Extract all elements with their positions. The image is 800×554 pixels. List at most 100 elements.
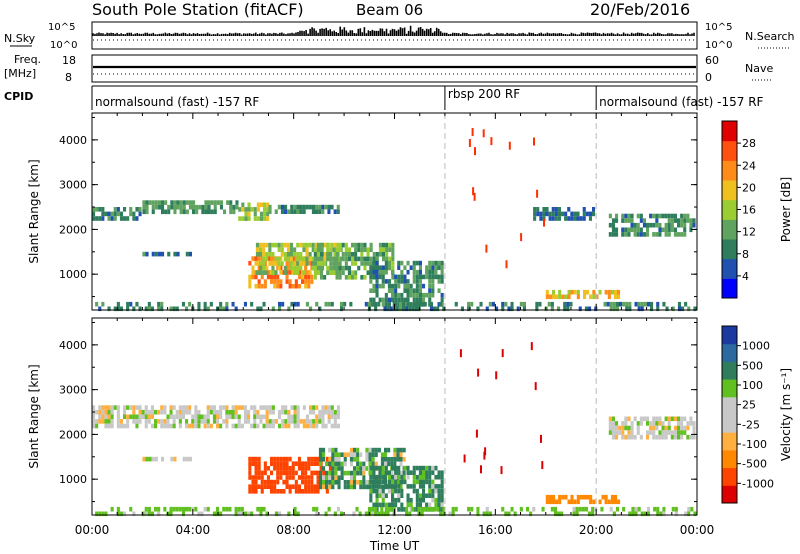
echo-cell [428,274,432,280]
echo-cell [440,297,444,303]
echo-cell [561,294,565,300]
echo-cell [543,218,545,227]
echo-cell [477,368,480,377]
echo-cell [406,260,410,266]
echo-cell [294,484,298,489]
echo-cell [297,489,301,494]
echo-cell [293,247,297,252]
echo-cell [206,423,210,429]
echo-cell [393,461,397,467]
echo-cell [614,294,618,300]
echo-cell [318,414,322,420]
echo-cell [615,425,619,431]
echo-cell [243,301,247,307]
echo-cell [315,414,319,420]
echo-cell [375,279,379,284]
echo-cell [390,457,394,462]
echo-cell [627,430,631,435]
echo-cell [222,306,226,312]
echo-cell [231,301,235,307]
echo-cell [418,484,422,489]
echo-cell [622,301,626,307]
echo-cell [384,260,388,266]
echo-cell [670,227,674,233]
echo-cell [402,457,406,462]
echo-cell [116,511,120,517]
echo-cell [548,216,552,221]
echo-cell [277,247,281,252]
echo-cell [176,204,180,210]
echo-cell [151,209,155,215]
echo-cell [287,306,291,312]
echo-cell [409,302,413,307]
echo-cell [374,447,378,453]
echo-cell [418,465,422,471]
echo-cell [362,475,366,480]
echo-cell [244,207,248,212]
echo-cell [372,274,376,280]
echo-cell [194,506,198,512]
echo-cell [257,279,261,284]
echo-cell [475,429,478,438]
echo-cell [327,301,331,307]
echo-cell [394,274,398,280]
echo-cell [395,306,399,312]
echo-cell [501,306,505,312]
echo-cell [247,216,251,221]
echo-cell [636,232,640,237]
echo-cell [353,470,357,476]
echo-cell [391,252,395,257]
echo-cell [374,506,378,512]
echo-cell [248,466,252,471]
echo-cell [210,209,214,215]
echo-cell [431,497,435,503]
echo-cell [561,494,565,500]
echo-cell [161,209,165,215]
echo-cell [285,265,289,271]
echo-cell [661,421,665,426]
echo-cell [507,511,511,517]
echo-cell [270,279,274,284]
echo-cell [132,419,136,424]
echo-cell [104,423,108,429]
echo-cell [589,294,593,300]
echo-cell [406,474,410,480]
echo-cell [299,419,303,424]
echo-cell [431,470,435,475]
echo-cell [680,222,684,228]
echo-cell [412,260,416,266]
echo-cell [378,252,382,257]
echo-cell [271,409,275,415]
time-axis: 00:00 04:00 08:00 12:00 16:00 20:00 00:00Time … [75,523,715,553]
echo-cell [428,488,432,494]
echo-cell [624,218,628,223]
echo-cell [304,270,308,275]
echo-cell [425,493,429,498]
echo-cell [557,216,561,221]
echo-cell [584,506,588,512]
echo-cell [488,301,492,307]
echo-cell [311,265,315,271]
echo-cell [271,405,275,410]
echo-cell [160,423,164,429]
echo-cell [328,470,332,476]
echo-cell [437,497,441,503]
echo-cell [92,211,96,217]
echo-cell [291,256,295,261]
echo-cell [296,256,300,262]
echo-cell [418,297,422,303]
echo-band [142,456,192,462]
echo-cell [284,409,288,415]
echo-cell [428,283,432,289]
echo-cell [310,456,314,462]
echo-band [545,494,621,505]
echo-cell [308,256,312,262]
echo-cell [627,218,631,223]
echo-cell [225,301,229,307]
echo-cell [588,216,592,221]
echo-cell [283,252,287,257]
echo-cell [247,207,251,212]
echo-cell [385,242,389,248]
echo-cell [293,261,297,266]
echo-cell [265,270,269,275]
